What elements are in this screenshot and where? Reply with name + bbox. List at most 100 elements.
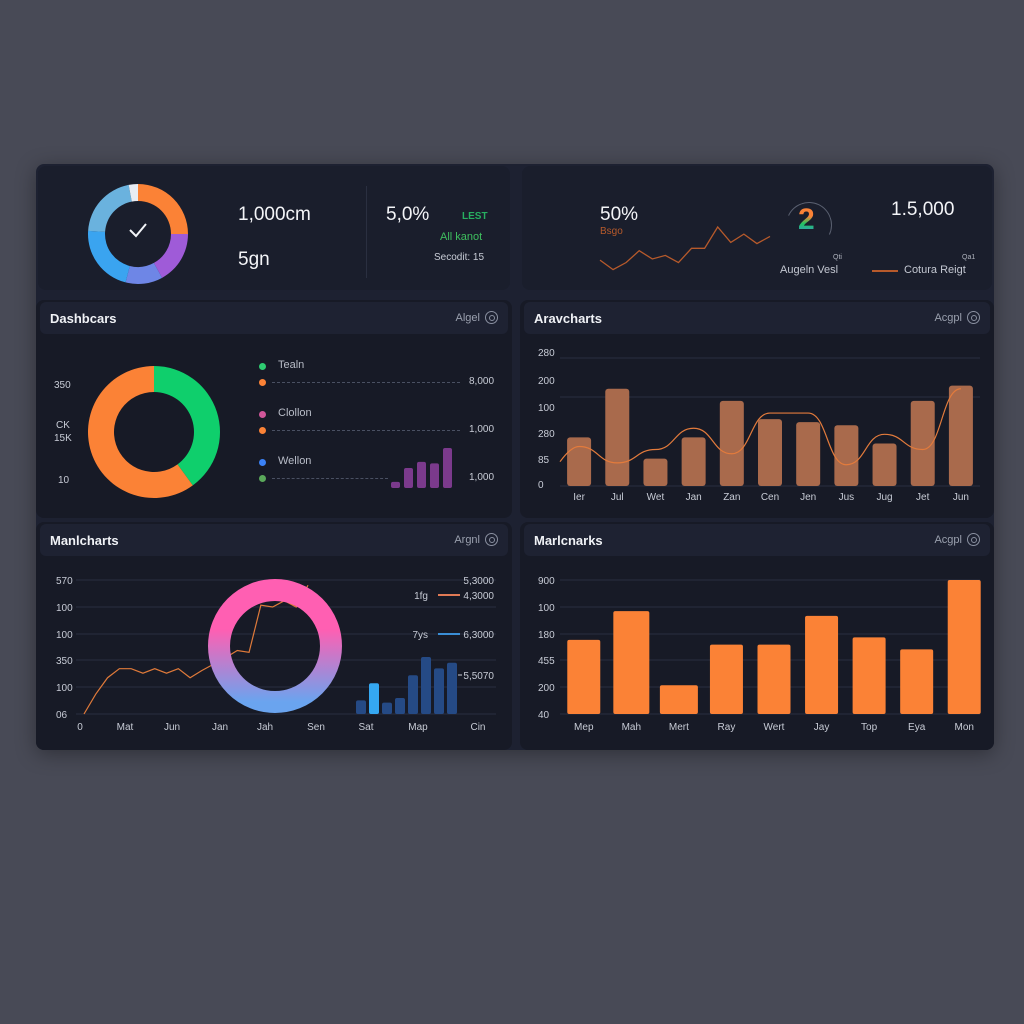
x-axis-label: Jun — [164, 722, 180, 733]
mini-bar — [447, 662, 457, 714]
y-axis-label: 455 — [538, 656, 555, 667]
x-axis-label: Jus — [839, 492, 855, 503]
bar — [567, 639, 601, 714]
panel-action-label: Algel — [455, 311, 480, 324]
legend-small-2: Qa1 — [962, 254, 976, 261]
x-axis-label: Wert — [764, 722, 785, 733]
panel-title: Marlcnarks — [534, 533, 603, 548]
x-axis-label: Mert — [669, 722, 689, 733]
bar — [796, 422, 821, 486]
y-axis-label: 06 — [56, 710, 68, 721]
y-axis-label: 0 — [538, 480, 544, 491]
legend-dot — [259, 379, 266, 386]
legend-label: Clollon — [278, 407, 312, 419]
bar — [643, 458, 668, 486]
bar — [852, 637, 886, 714]
kpi-right-percent: 50% — [600, 204, 639, 225]
panel-marlcnarks: Marlcnarks Acgpl 900 100 180 455 200 40 Mep Mah… — [520, 522, 994, 750]
legend-dot — [259, 411, 266, 418]
bar — [709, 644, 743, 714]
x-axis-label: Mon — [954, 722, 973, 733]
mini-bar — [395, 698, 405, 714]
bar — [567, 437, 592, 486]
right-value-label: 5,5070 — [463, 671, 494, 682]
x-axis-label: Jun — [953, 492, 969, 503]
kpi-right-percent-label: Bsgo — [600, 226, 623, 237]
panel-header: Marlcnarks Acgpl — [524, 524, 990, 556]
mini-bar-chart — [391, 448, 452, 488]
x-axis-label: Mep — [574, 722, 594, 733]
y-label: 10 — [58, 475, 70, 486]
bar-chart: 900 100 180 455 200 40 Mep Mah Mert Ray Wert Jay Top… — [538, 576, 981, 733]
kpi-donut — [88, 184, 188, 284]
mini-bar — [443, 448, 452, 488]
bar — [900, 649, 934, 714]
legend-dashed-line — [272, 430, 460, 431]
panel-header: Aravcharts Acgpl — [524, 302, 990, 334]
bar — [757, 644, 791, 714]
x-axis-label: Cin — [470, 722, 485, 733]
y-axis-label: 100 — [538, 403, 555, 414]
panel-action-button[interactable]: Acgpl — [934, 311, 980, 324]
kpi-tag: LEST — [462, 211, 488, 222]
panel-action-button[interactable]: Algel — [456, 311, 498, 324]
x-axis-label: Mat — [117, 722, 134, 733]
donut-segment — [125, 262, 163, 284]
panel-title: Dashbcars — [50, 311, 117, 326]
mini-bar — [369, 683, 379, 714]
panel-action-button[interactable]: Argnl — [454, 533, 498, 546]
y-axis-label: 570 — [56, 576, 73, 587]
x-axis-label: Map — [408, 722, 428, 733]
legend-label: Tealn — [278, 359, 305, 371]
x-axis-label: Jul — [611, 492, 624, 503]
y-axis-label: 100 — [56, 683, 73, 694]
bar — [659, 685, 698, 714]
legend-value: 1,000 — [469, 424, 495, 435]
series-label: 1fg — [414, 591, 428, 602]
right-value-label: 4,3000 — [463, 591, 494, 602]
x-axis-label: Jah — [257, 722, 273, 733]
legend-dot — [259, 363, 266, 370]
mini-bar — [404, 468, 413, 488]
bar — [719, 400, 744, 486]
y-axis-label: 100 — [538, 603, 555, 614]
legend-dot — [259, 427, 266, 434]
legend-dashed-line — [272, 382, 460, 383]
y-axis-label: 100 — [56, 603, 73, 614]
panel-dashboards: Dashbcars Algel 350 CK 15K 10 Tealn 8,000… — [36, 300, 512, 518]
gradient-donut — [208, 579, 342, 713]
y-label: CK — [56, 420, 70, 431]
panel-action-label: Acgpl — [934, 533, 962, 546]
legend-label: Wellon — [278, 455, 312, 467]
kpi-value-primary: 1,000cm — [238, 204, 311, 225]
legend-dot — [259, 475, 266, 482]
settings-circle-icon — [967, 533, 980, 546]
x-axis-label: Ier — [573, 492, 585, 503]
x-axis-label: Eya — [908, 722, 926, 733]
panel-header: Manlcharts Argnl — [40, 524, 508, 556]
y-label: 350 — [54, 380, 71, 391]
kpi-percent: 5,0% — [386, 204, 430, 225]
bar — [681, 437, 706, 486]
donut-segment — [153, 234, 188, 278]
donut-segment — [154, 366, 220, 486]
x-axis-label: Wet — [647, 492, 665, 503]
y-axis-label: 40 — [538, 710, 550, 721]
bar — [910, 400, 935, 486]
panel-action-button[interactable]: Acgpl — [934, 533, 980, 546]
settings-circle-icon — [485, 311, 498, 324]
panel-action-label: Acgpl — [934, 311, 962, 324]
legend-small-1: Qti — [833, 254, 842, 261]
mini-bar — [434, 668, 444, 714]
bar — [947, 580, 981, 714]
mini-bar — [421, 657, 431, 714]
x-axis-label: Mah — [622, 722, 641, 733]
bar-line-chart: 280 200 100 280 85 0 Ier Jul Wet Jan Zan Cen Jen Jus J… — [538, 348, 980, 503]
mini-bar — [391, 481, 400, 488]
number-two-logo-icon: 2 — [798, 203, 815, 236]
x-axis-label: Top — [861, 722, 878, 733]
series-label: 7ys — [412, 630, 428, 641]
donut-chart — [87, 366, 220, 498]
x-axis-label: 0 — [77, 722, 83, 733]
kpi-card-right: 50% Bsgo 2 1.5,000 Qti Augeln Vesl Qa1 C… — [522, 166, 992, 290]
